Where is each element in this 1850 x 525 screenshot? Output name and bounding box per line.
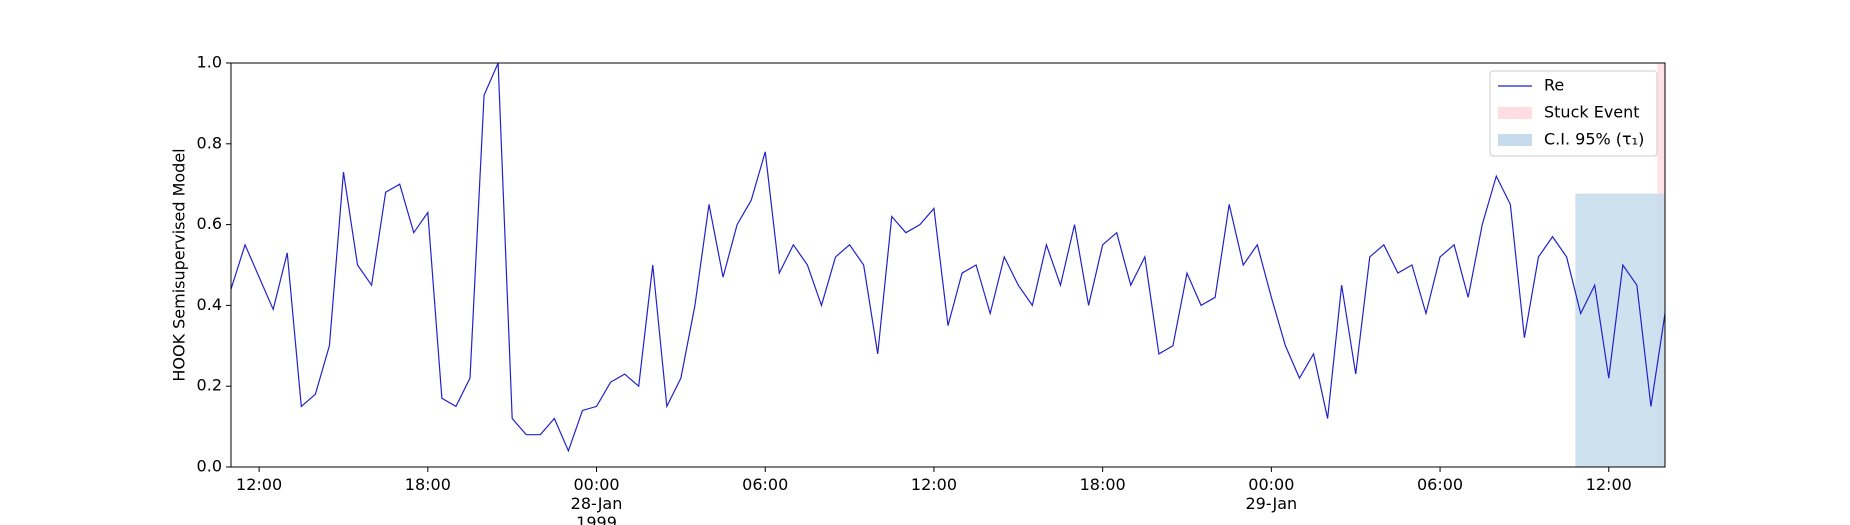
- legend-label: Stuck Event: [1544, 103, 1640, 122]
- x-tick-label: 00:00 29-Jan: [1245, 475, 1298, 513]
- x-tick-label: 12:00: [236, 475, 283, 494]
- x-tick-label: 18:00: [404, 475, 451, 494]
- y-tick-label: 0.6: [197, 214, 222, 233]
- x-tick-label: 00:00 28-Jan 1999: [570, 475, 623, 525]
- y-tick-label: 0.0: [197, 457, 222, 476]
- x-tick-label: 12:00: [1585, 475, 1632, 494]
- legend-label: Re: [1544, 76, 1564, 95]
- y-axis-label: HOOK Semisupervised Model: [170, 148, 189, 381]
- legend-patch: [1498, 134, 1532, 146]
- x-tick-label: 12:00: [910, 475, 957, 494]
- y-tick-label: 1.0: [197, 53, 222, 72]
- axes-frame: [230, 62, 1666, 468]
- y-tick-label: 0.2: [197, 376, 222, 395]
- y-tick-label: 0.4: [197, 295, 222, 314]
- y-tick-label: 0.8: [197, 133, 222, 152]
- legend-label: C.I. 95% (τ₁): [1544, 130, 1644, 149]
- x-tick-label: 06:00: [1416, 475, 1464, 494]
- legend-patch: [1498, 107, 1532, 119]
- shaded-region: [1575, 193, 1666, 468]
- line: [230, 62, 1666, 453]
- x-tick-label: 18:00: [1079, 475, 1126, 494]
- x-tick-label: 06:00: [742, 475, 789, 494]
